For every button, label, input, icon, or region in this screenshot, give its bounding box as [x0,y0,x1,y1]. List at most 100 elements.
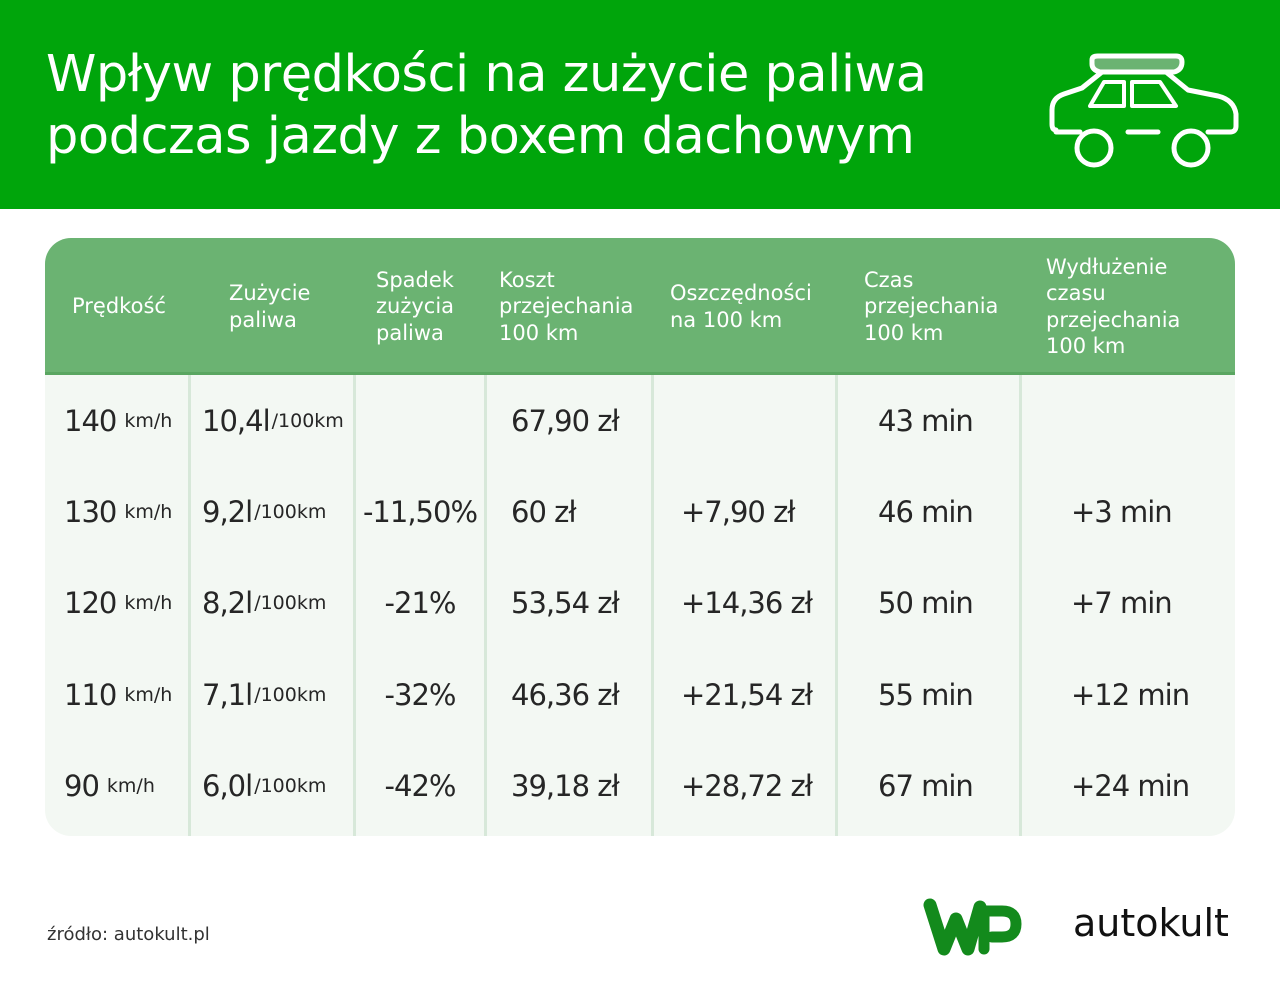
header-banner: Wpływ prędkości na zużycie paliwa podcza… [0,0,1280,209]
cost-value: 60 zł [511,494,577,529]
cell-fuel: 9,2l/100km [202,466,326,557]
fuel-unit: /100km [254,591,327,614]
speed-unit: km/h [106,774,155,797]
savings-value: +28,72 zł [681,768,813,803]
cell-savings: +21,54 zł [681,649,813,740]
car-with-roof-box-icon [1049,53,1239,168]
speed-unit: km/h [124,683,173,706]
speed-value: 130 [64,494,117,529]
cell-time: 55 min [878,649,974,740]
cell-extension: +3 min [1071,466,1173,557]
time-value: 46 min [878,494,974,529]
cell-drop: -21% [356,557,484,648]
savings-value: +7,90 zł [681,494,796,529]
drop-value: -32% [384,677,457,712]
table-body: 140 km/h 10,4l/100km 67,90 zł 43 min [45,375,1235,836]
column-divider [353,375,356,836]
time-value: 55 min [878,677,974,712]
fuel-value: 9,2l [202,494,253,529]
speed-unit: km/h [124,591,173,614]
table-row: 140 km/h 10,4l/100km 67,90 zł 43 min [45,375,1235,466]
drop-value: -42% [384,768,457,803]
column-divider [484,375,487,836]
table-row: 90 km/h 6,0l/100km -42% 39,18 zł +28,72 z… [45,740,1235,831]
column-divider [835,375,838,836]
title-line-1: Wpływ prędkości na zużycie paliwa [46,45,927,104]
extension-value: +12 min [1071,677,1190,712]
fuel-unit: /100km [254,774,327,797]
column-divider [651,375,654,836]
cell-extension: +24 min [1071,740,1190,831]
drop-value: -21% [384,585,457,620]
column-header-label: Koszt przejechania 100 km [499,267,634,345]
cell-speed: 90 km/h [64,740,155,831]
column-header-savings-per-100km: Oszczędności na 100 km [670,238,850,375]
extension-value: +24 min [1071,768,1190,803]
cell-cost: 60 zł [511,466,577,557]
savings-value: +14,36 zł [681,585,813,620]
cell-cost: 67,90 zł [511,375,620,466]
cell-speed: 140 km/h [64,375,172,466]
fuel-unit: /100km [254,500,327,523]
column-header-label: Prędkość [72,294,166,319]
cell-speed: 120 km/h [64,557,172,648]
cell-speed: 110 km/h [64,649,172,740]
drop-value: -11,50% [362,494,478,529]
speed-unit: km/h [124,409,173,432]
fuel-unit: /100km [271,409,344,432]
cell-savings: +7,90 zł [681,466,796,557]
cell-drop: -11,50% [356,466,484,557]
cost-value: 67,90 zł [511,403,620,438]
column-header-label: Wydłużenie czasu przejechania 100 km [1046,254,1181,359]
extension-value: +3 min [1071,494,1173,529]
cell-fuel: 10,4l/100km [202,375,344,466]
column-header-time-extension: Wydłużenie czasu przejechania 100 km [1046,238,1226,375]
speed-value: 140 [64,403,117,438]
cell-cost: 39,18 zł [511,740,620,831]
cell-speed: 130 km/h [64,466,172,557]
cell-drop: -42% [356,740,484,831]
table-row: 110 km/h 7,1l/100km -32% 46,36 zł +21,54 … [45,649,1235,740]
cell-time: 46 min [878,466,974,557]
wp-logo-icon [923,898,1022,956]
speed-value: 90 [64,768,100,803]
cell-fuel: 6,0l/100km [202,740,326,831]
column-divider [1019,375,1022,836]
cell-fuel: 7,1l/100km [202,649,326,740]
fuel-value: 7,1l [202,677,253,712]
column-header-fuel-consumption: Zużycie paliwa [229,238,389,375]
cell-extension: +7 min [1071,557,1173,648]
speed-unit: km/h [124,500,173,523]
fuel-value: 10,4l [202,403,271,438]
cell-time: 43 min [878,375,974,466]
cost-value: 39,18 zł [511,768,620,803]
cost-value: 53,54 zł [511,585,620,620]
time-value: 67 min [878,768,974,803]
cell-drop: -32% [356,649,484,740]
cost-value: 46,36 zł [511,677,620,712]
time-value: 50 min [878,585,974,620]
column-header-speed: Prędkość [72,238,212,375]
cell-fuel: 8,2l/100km [202,557,326,648]
cell-extension: +12 min [1071,649,1190,740]
cell-time: 50 min [878,557,974,648]
column-divider [188,375,191,836]
cell-drop [356,375,484,466]
speed-value: 110 [64,677,117,712]
table-row: 130 km/h 9,2l/100km -11,50% 60 zł +7,90 z… [45,466,1235,557]
speed-value: 120 [64,585,117,620]
table-row: 120 km/h 8,2l/100km -21% 53,54 zł +14,36 … [45,557,1235,648]
cell-time: 67 min [878,740,974,831]
cell-savings: +14,36 zł [681,557,813,648]
cell-cost: 53,54 zł [511,557,620,648]
cell-savings: +28,72 zł [681,740,813,831]
table-header: Prędkość Zużycie paliwa Spadek zużycia p… [45,238,1235,375]
source-caption: źródło: autokult.pl [47,924,210,945]
column-header-label: Zużycie paliwa [229,281,311,332]
fuel-consumption-table: Prędkość Zużycie paliwa Spadek zużycia p… [45,238,1235,836]
cell-cost: 46,36 zł [511,649,620,740]
column-header-label: Czas przejechania 100 km [864,267,999,345]
column-header-label: Spadek zużycia paliwa [376,267,455,345]
column-header-label: Oszczędności na 100 km [670,281,812,332]
page-title: Wpływ prędkości na zużycie paliwa podcza… [46,44,927,168]
